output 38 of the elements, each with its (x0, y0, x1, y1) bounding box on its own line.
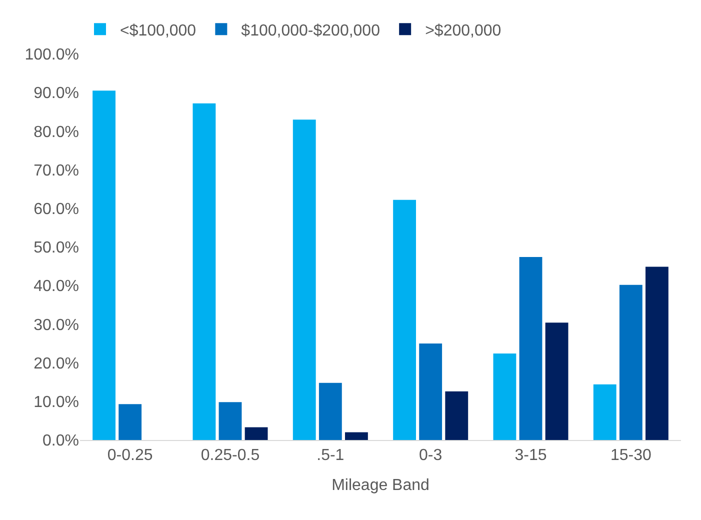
legend-label: <$100,000 (120, 22, 196, 40)
bar (593, 384, 616, 440)
bar (345, 432, 368, 440)
y-tick-label: 60.0% (34, 201, 79, 218)
y-tick-label: 100.0% (24, 46, 79, 64)
x-tick-label: 15-30 (610, 447, 652, 464)
legend-label: $100,000-$200,000 (241, 22, 380, 40)
bar (244, 427, 268, 440)
bar (445, 391, 468, 440)
y-tick-label: 90.0% (34, 85, 79, 102)
x-axis-title: Mileage Band (332, 476, 430, 494)
y-tick-label: 20.0% (34, 355, 79, 372)
bar (393, 200, 416, 440)
y-tick-label: 40.0% (34, 278, 79, 296)
x-tick-label: 0-3 (419, 447, 442, 464)
bar (318, 382, 342, 440)
bar (519, 257, 542, 440)
bar (218, 402, 242, 440)
bar (419, 344, 442, 440)
bar (118, 404, 142, 440)
y-tick-label: 50.0% (34, 240, 79, 257)
x-tick-label: .5-1 (316, 447, 344, 464)
bar (192, 103, 216, 440)
y-tick-label: 30.0% (34, 316, 79, 334)
bar (646, 266, 668, 440)
x-tick-label: 0-0.25 (107, 447, 153, 464)
legend-label: >$200,000 (425, 22, 502, 40)
y-tick-label: 80.0% (34, 124, 79, 141)
y-tick-label: 10.0% (34, 394, 79, 411)
y-tick-label: 0.0% (42, 432, 79, 450)
bar (292, 120, 316, 440)
y-tick-label: 70.0% (34, 162, 79, 180)
bar (92, 90, 116, 440)
bar (493, 354, 516, 440)
bar (619, 284, 642, 440)
x-tick-label: 0.25-0.5 (200, 447, 260, 464)
bar (545, 322, 568, 440)
x-tick-label: 3-15 (514, 447, 547, 464)
